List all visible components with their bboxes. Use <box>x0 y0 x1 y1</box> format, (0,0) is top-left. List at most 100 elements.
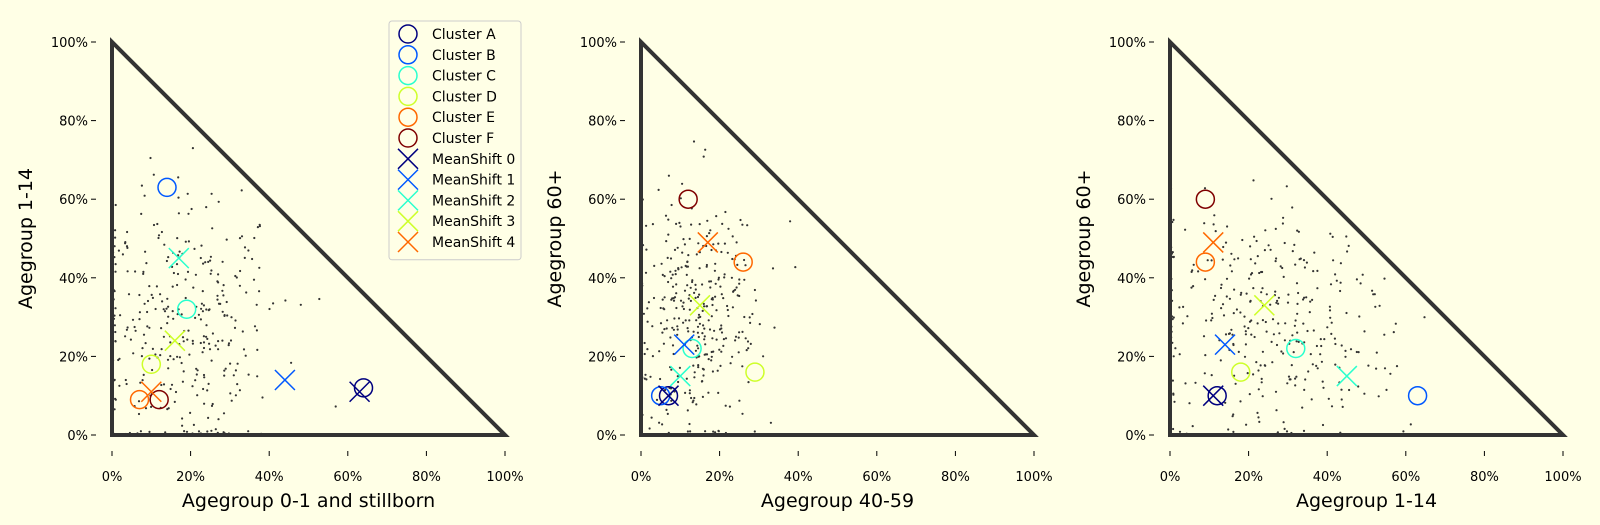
scatter-point <box>238 284 241 287</box>
scatter-point <box>1239 311 1242 314</box>
scatter-point <box>114 236 117 239</box>
scatter-point <box>217 348 220 351</box>
scatter-point <box>1285 185 1288 188</box>
scatter-point <box>1248 320 1252 323</box>
scatter-point <box>708 232 711 235</box>
scatter-point <box>675 222 678 225</box>
scatter-point <box>230 316 233 319</box>
scatter-point <box>155 285 158 288</box>
scatter-point <box>683 243 687 246</box>
scatter-point <box>663 296 666 299</box>
scatter-point <box>677 267 680 270</box>
scatter-point <box>664 214 668 217</box>
scatter-point <box>167 315 170 318</box>
scatter-point <box>661 298 664 301</box>
scatter-point <box>1214 294 1217 297</box>
scatter-point <box>707 391 710 394</box>
scatter-point <box>697 242 700 245</box>
scatter-point <box>157 236 160 240</box>
scatter-point <box>1243 315 1246 318</box>
scatter-point <box>1371 289 1374 292</box>
scatter-point <box>208 342 211 345</box>
scatter-point <box>247 249 250 252</box>
scatter-point <box>114 229 117 232</box>
scatter-point <box>686 265 690 268</box>
x-axis-label: Agegroup 1-14 <box>1296 490 1437 512</box>
scatter-point <box>176 237 179 240</box>
scatter-point <box>191 342 194 345</box>
scatter-point <box>692 140 696 143</box>
scatter-point <box>241 330 244 333</box>
scatter-point <box>140 212 143 215</box>
scatter-point <box>1372 293 1375 296</box>
scatter-point <box>1326 326 1329 329</box>
scatter-point <box>138 293 141 297</box>
scatter-point <box>707 358 710 361</box>
scatter-point <box>134 270 137 273</box>
x-tick-label: 60% <box>862 470 891 485</box>
scatter-point <box>133 325 136 329</box>
scatter-point <box>261 396 264 399</box>
legend-circle-icon <box>398 86 418 107</box>
scatter-point <box>200 302 203 305</box>
x-tick-label: 20% <box>705 470 734 485</box>
scatter-point <box>252 278 256 281</box>
scatter-point <box>169 387 172 391</box>
scatter-point <box>1239 400 1242 403</box>
scatter-point <box>167 305 170 308</box>
scatter-point <box>137 400 141 403</box>
scatter-point <box>181 417 184 420</box>
scatter-point <box>1302 298 1305 301</box>
scatter-point <box>1252 179 1255 182</box>
scatter-point <box>1247 327 1250 330</box>
scatter-point <box>1319 338 1322 341</box>
scatter-point <box>185 430 189 433</box>
scatter-point <box>202 304 205 307</box>
scatter-point <box>1275 301 1278 304</box>
scatter-point <box>160 348 163 351</box>
scatter-point <box>1265 293 1268 296</box>
scatter-point <box>696 344 699 347</box>
scatter-point <box>172 317 175 320</box>
x-tick-label: 20% <box>176 470 205 485</box>
cluster-marker-b <box>650 385 671 406</box>
scatter-point <box>737 351 740 354</box>
scatter-point <box>678 221 681 224</box>
cluster-marker-d <box>1230 362 1251 382</box>
scatter-point <box>223 374 226 377</box>
scatter-point <box>160 230 163 234</box>
scatter-point <box>132 352 135 355</box>
scatter-point <box>1293 324 1296 327</box>
x-tick-label: 60% <box>1391 470 1420 485</box>
scatter-point <box>736 263 739 266</box>
scatter-point <box>1305 296 1308 299</box>
legend-x-icon <box>397 231 419 253</box>
meanshift-marker-4 <box>1202 231 1224 253</box>
scatter-point <box>666 256 669 259</box>
scatter-point <box>125 382 128 386</box>
scatter-point <box>217 200 220 203</box>
scatter-point <box>1329 316 1332 319</box>
scatter-point <box>1309 353 1312 356</box>
scatter-point <box>167 256 170 259</box>
scatter-point <box>703 327 706 330</box>
panel-3: 0% 0% 20% 20% 40% 40% 60% 60% 80% 80% 100% 100% Ageg… <box>1073 36 1582 512</box>
scatter-point <box>1234 382 1237 385</box>
scatter-point <box>180 313 183 316</box>
scatter-point <box>1229 264 1232 267</box>
scatter-point <box>1190 286 1193 289</box>
scatter-point <box>1423 316 1426 319</box>
scatter-point <box>743 258 746 262</box>
scatter-point <box>1303 388 1306 391</box>
scatter-point <box>749 342 752 345</box>
scatter-point <box>729 362 732 365</box>
scatter-point <box>687 254 690 257</box>
scatter-point <box>706 219 709 222</box>
scatter-point <box>710 355 713 358</box>
scatter-point <box>730 276 734 279</box>
scatter-point <box>1192 263 1195 266</box>
scatter-point <box>174 390 178 394</box>
scatter-point <box>681 305 684 308</box>
scatter-point <box>1302 259 1306 262</box>
